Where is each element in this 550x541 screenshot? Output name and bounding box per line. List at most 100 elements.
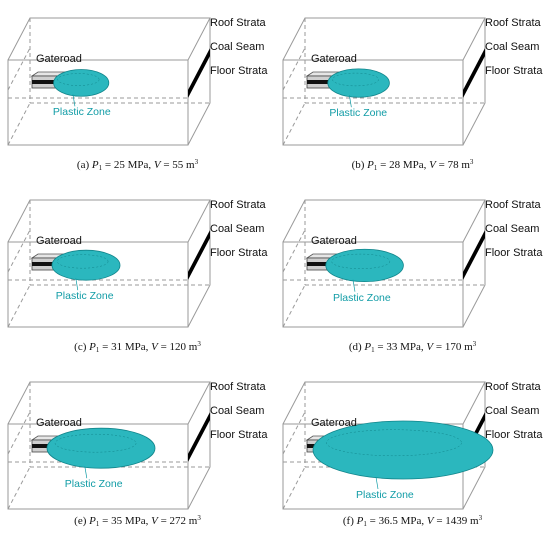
diagram-panel: Roof Strata Coal Seam Floor Strata Gateroad… <box>0 0 275 177</box>
box-hidden-edges <box>7 200 210 328</box>
caption-tag: (d) <box>348 341 362 353</box>
box-right-edges <box>187 382 211 510</box>
volume-unit-exponent: 3 <box>194 158 199 166</box>
plastic-zone-label: Plastic Zone <box>332 291 391 304</box>
box-top-edges <box>7 199 211 243</box>
coal-seam-label: Coal Seam <box>210 41 265 53</box>
coal-seam-band <box>463 48 485 98</box>
gateroad-label: Gateroad <box>36 53 82 65</box>
volume-value: = 170 m <box>433 341 473 353</box>
pressure-symbol: P <box>89 341 96 353</box>
volume-value: = 120 m <box>157 341 198 353</box>
panel-drawing <box>282 199 486 328</box>
pressure-value: = 25 MPa, <box>102 159 154 171</box>
pressure-value: = 31 MPa, <box>99 341 152 353</box>
pressure-value: = 28 MPa, <box>377 159 430 171</box>
pressure-subscript: 1 <box>98 164 103 172</box>
volume-symbol: V <box>151 341 158 353</box>
panel-caption: (f) P1 = 36.5 MPa, V = 1439 m3 <box>275 514 550 528</box>
plastic-zone <box>327 68 390 98</box>
diagram-panel: Roof Strata Coal Seam Floor Strata Gateroad… <box>275 182 550 359</box>
pressure-subscript: 1 <box>371 346 375 354</box>
volume-symbol: V <box>153 159 161 171</box>
panel-drawing <box>7 17 211 146</box>
box-top-edges <box>282 381 486 425</box>
coal-seam-label: Coal Seam <box>485 223 540 235</box>
pressure-value: = 36.5 MPa, <box>366 515 427 527</box>
volume-value: = 272 m <box>157 515 198 527</box>
floor-strata-label: Floor Strata <box>485 429 543 441</box>
gateroad-label: Gateroad <box>36 235 82 247</box>
box-top-edges <box>282 199 486 243</box>
pressure-symbol: P <box>89 515 96 527</box>
plastic-zone-leader <box>72 94 76 107</box>
caption-tag: (f) <box>342 515 354 527</box>
volume-symbol: V <box>429 159 436 171</box>
box-hidden-edges <box>7 18 210 146</box>
box-hidden-edges <box>282 200 485 328</box>
volume-unit-exponent: 3 <box>478 514 483 522</box>
volume-value: = 1439 m <box>433 515 479 527</box>
coal-seam-label: Coal Seam <box>485 41 540 53</box>
panel-drawing <box>282 17 486 146</box>
volume-symbol: V <box>151 515 158 527</box>
caption-tag: (b) <box>351 159 365 171</box>
box-hidden-edges <box>282 18 485 146</box>
floor-strata-label: Floor Strata <box>485 65 543 77</box>
floor-strata-label: Floor Strata <box>210 429 268 441</box>
gateroad-label: Gateroad <box>311 235 357 247</box>
panel-caption: (a) P1 = 25 MPa, V = 55 m3 <box>0 158 275 172</box>
floor-strata-label: Floor Strata <box>210 65 268 77</box>
panel-drawing <box>282 381 494 510</box>
roof-strata-label: Roof Strata <box>210 17 266 29</box>
roof-strata-label: Roof Strata <box>485 381 541 393</box>
panel-caption: (e) P1 = 35 MPa, V = 272 m3 <box>0 514 275 528</box>
pressure-symbol: P <box>356 515 364 527</box>
plastic-zone-label: Plastic Zone <box>329 107 388 120</box>
volume-unit-exponent: 3 <box>472 340 477 348</box>
coal-seam-band <box>463 230 485 280</box>
box-right-edges <box>187 200 211 328</box>
roof-strata-label: Roof Strata <box>210 381 266 393</box>
pressure-value: = 33 MPa, <box>374 341 427 353</box>
plastic-zone-label: Plastic Zone <box>52 106 111 119</box>
plastic-zone-leader <box>375 476 379 490</box>
plastic-zone-leader <box>352 279 356 292</box>
volume-symbol: V <box>426 341 434 353</box>
panel-drawing <box>7 381 211 510</box>
plastic-zone-leader <box>84 466 88 479</box>
volume-symbol: V <box>426 515 434 527</box>
roof-strata-label: Roof Strata <box>210 199 266 211</box>
pressure-symbol: P <box>364 341 372 353</box>
gateroad-label: Gateroad <box>311 53 357 65</box>
strata-box <box>7 381 211 510</box>
caption-tag: (a) <box>76 159 90 171</box>
strata-box <box>282 17 486 146</box>
caption-tag: (e) <box>74 515 87 527</box>
box-right-edges <box>462 18 486 146</box>
gateroad-label: Gateroad <box>36 417 82 429</box>
plastic-zone <box>312 420 494 480</box>
diagram-panel: Roof Strata Coal Seam Floor Strata Gateroad… <box>275 364 550 541</box>
plastic-zone-label: Plastic Zone <box>64 478 123 491</box>
box-top-edges <box>7 17 211 61</box>
box-right-edges <box>462 200 486 328</box>
floor-strata-label: Floor Strata <box>485 247 543 259</box>
plastic-zone <box>46 427 156 469</box>
pressure-symbol: P <box>367 159 374 171</box>
diagram-panel: Roof Strata Coal Seam Floor Strata Gateroad… <box>0 182 275 359</box>
volume-unit-exponent: 3 <box>197 340 201 348</box>
volume-value: = 78 m <box>435 159 470 171</box>
strata-box <box>282 199 486 328</box>
volume-unit-exponent: 3 <box>469 158 474 166</box>
diagram-panel: Roof Strata Coal Seam Floor Strata Gateroad… <box>275 0 550 177</box>
coal-seam-label: Coal Seam <box>210 405 265 417</box>
box-right-edges <box>462 382 486 510</box>
plastic-zone <box>51 249 121 281</box>
panel-drawing <box>7 199 211 328</box>
coal-seam-label: Coal Seam <box>210 223 265 235</box>
coal-seam-band <box>188 230 210 280</box>
strata-box <box>7 199 211 328</box>
pressure-symbol: P <box>91 159 99 171</box>
coal-seam-band <box>188 48 210 98</box>
